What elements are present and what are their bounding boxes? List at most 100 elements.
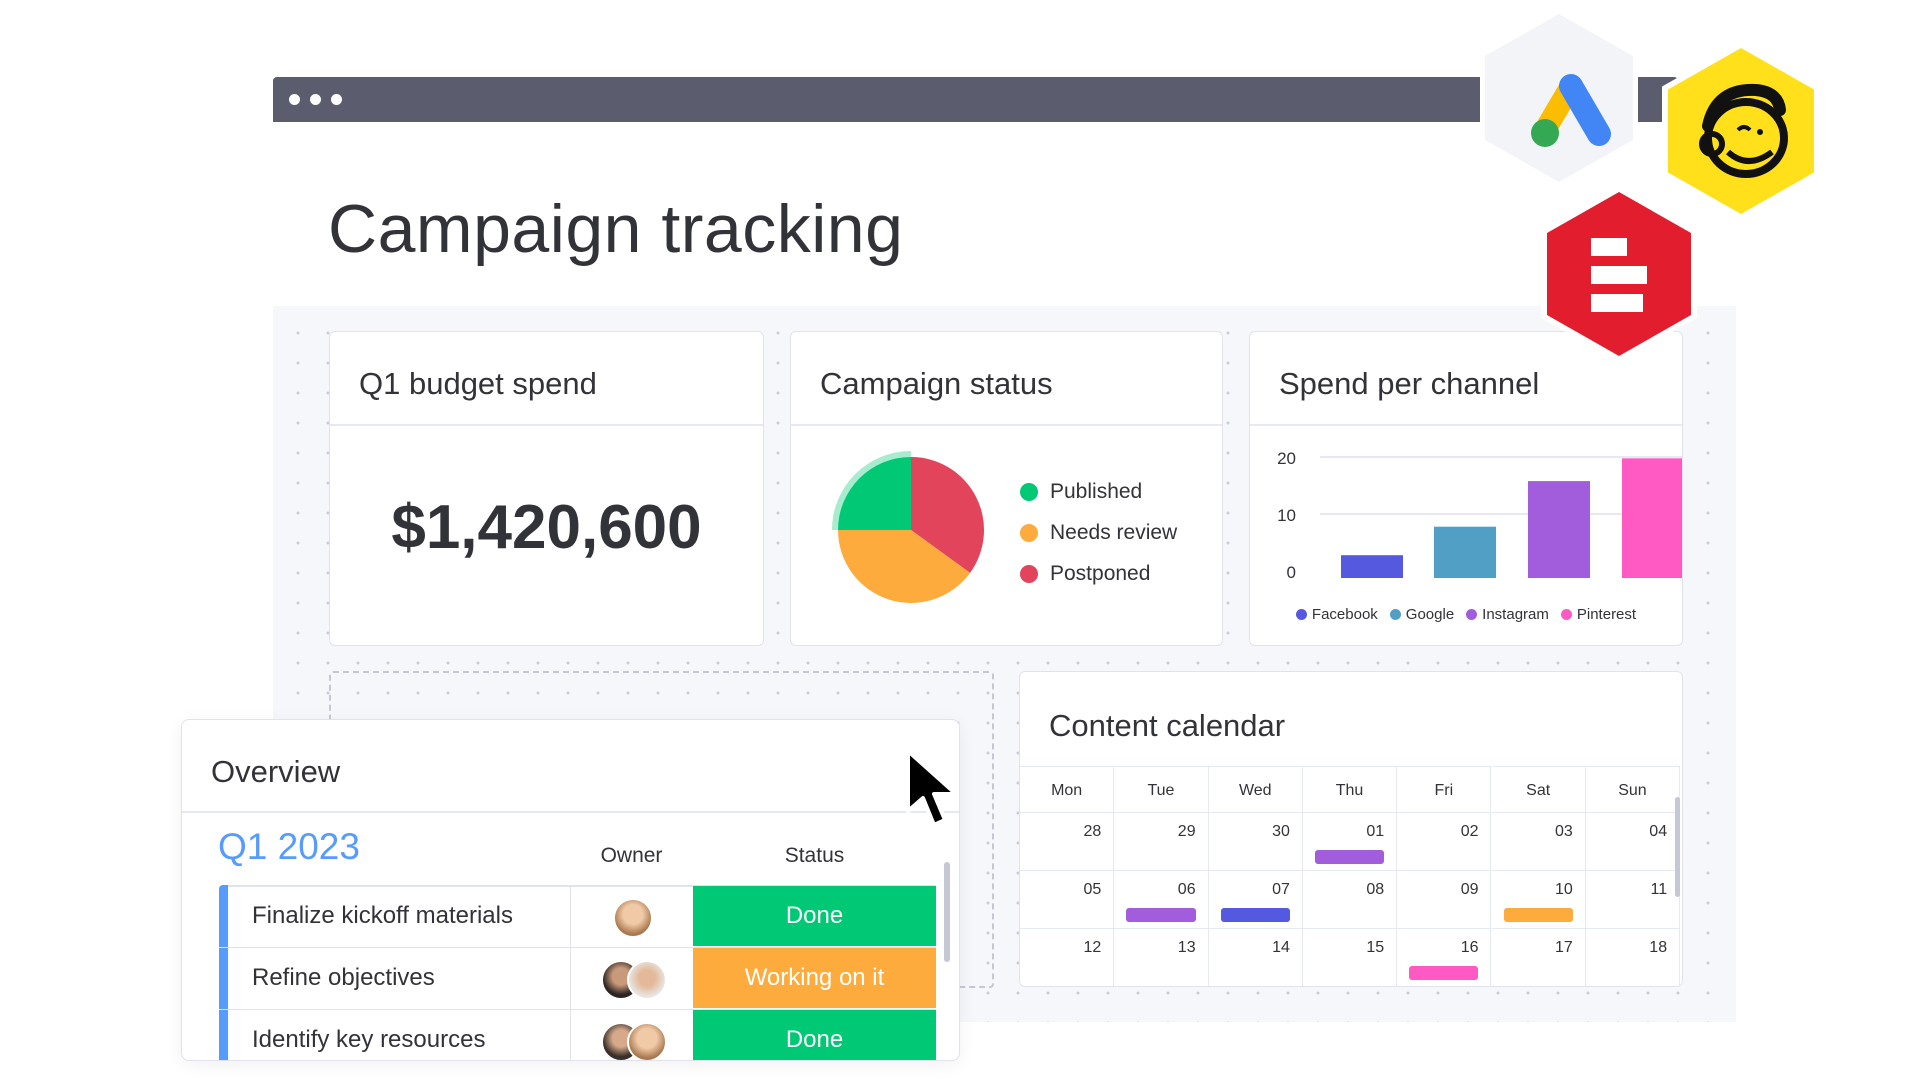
- calendar-day-cell[interactable]: 28: [1020, 813, 1115, 871]
- calendar-day-cell[interactable]: 16: [1397, 929, 1492, 986]
- calendar-date: 08: [1366, 881, 1385, 898]
- calendar-day-header: Mon: [1020, 766, 1115, 813]
- calendar-day-cell[interactable]: 13: [1114, 929, 1209, 986]
- calendar-day-cell[interactable]: 05: [1020, 871, 1115, 929]
- calendar-event[interactable]: [1503, 908, 1573, 922]
- legend-label: Facebook: [1311, 606, 1378, 623]
- pie-chart: [832, 451, 984, 603]
- calendar-day-cell[interactable]: 29: [1114, 813, 1209, 871]
- calendar-day-cell[interactable]: 18: [1586, 929, 1681, 986]
- table-row[interactable]: Identify key resources Done: [219, 1010, 936, 1060]
- status-badge[interactable]: Done: [693, 886, 936, 946]
- calendar-day-cell[interactable]: 01: [1302, 813, 1398, 871]
- bar-google: [1434, 526, 1496, 578]
- bar-instagram: [1528, 481, 1590, 578]
- legend-label: Published: [1050, 480, 1143, 503]
- table-row[interactable]: Refine objectives Working on it: [219, 948, 936, 1010]
- widget-title: Campaign status: [820, 366, 1053, 401]
- calendar-day-header: Wed: [1208, 766, 1303, 813]
- content-calendar-widget[interactable]: Content calendar Mon Tue Wed Thu Fri Sat Sun 28…: [1019, 671, 1683, 987]
- calendar-date: 04: [1649, 823, 1668, 840]
- overview-board[interactable]: Overview Q1 2023 Owner Status Finalize k…: [181, 719, 960, 1061]
- owner-cell[interactable]: [570, 1010, 694, 1060]
- campaign-status-widget[interactable]: Campaign status Published Needs review P…: [790, 331, 1223, 646]
- pie-slice-postponed: [911, 457, 984, 573]
- calendar-event[interactable]: [1314, 850, 1385, 864]
- widget-title: Content calendar: [1049, 708, 1286, 743]
- column-header-status[interactable]: Status: [784, 844, 845, 867]
- legend-label: Needs review: [1050, 521, 1178, 544]
- calendar-date: 18: [1649, 939, 1668, 956]
- window-dot-icon[interactable]: [310, 94, 321, 105]
- status-badge[interactable]: Working on it: [693, 948, 936, 1008]
- calendar-event[interactable]: [1126, 908, 1196, 922]
- calendar-day-cell[interactable]: 06: [1114, 871, 1209, 929]
- calendar-day-header: Thu: [1302, 766, 1398, 813]
- item-name[interactable]: Identify key resources: [252, 1026, 486, 1053]
- calendar-day-cell[interactable]: 02: [1397, 813, 1492, 871]
- calendar-day-cell[interactable]: 10: [1491, 871, 1586, 929]
- calendar-date: 02: [1460, 823, 1479, 840]
- calendar-day-cell[interactable]: 08: [1302, 871, 1398, 929]
- y-tick-label: 20: [1277, 449, 1296, 468]
- group-title[interactable]: Q1 2023: [218, 826, 360, 867]
- widget-title: Spend per channel: [1279, 366, 1540, 401]
- legend-label: Postponed: [1050, 562, 1151, 585]
- calendar-date: 10: [1555, 881, 1573, 898]
- calendar-day-cell[interactable]: 17: [1492, 929, 1586, 986]
- page-title: Campaign tracking: [328, 191, 904, 267]
- legend-dot-icon: [1466, 609, 1478, 620]
- calendar-day-cell[interactable]: 30: [1208, 813, 1303, 871]
- calendar-date: 07: [1272, 881, 1290, 898]
- window-title-bar: [273, 77, 1678, 122]
- owner-cell[interactable]: [570, 948, 694, 1009]
- calendar-day-cell[interactable]: 04: [1585, 813, 1681, 871]
- legend-dot-icon: [1389, 609, 1401, 620]
- mouse-pointer-icon: [906, 749, 958, 827]
- group-color-bar: [219, 885, 228, 1060]
- table-scrollbar[interactable]: [944, 862, 950, 962]
- calendar-day-cell[interactable]: 07: [1208, 871, 1303, 929]
- calendar-day-header: Sun: [1585, 766, 1681, 813]
- legend-label: Google: [1405, 606, 1455, 623]
- calendar-date: 28: [1083, 823, 1102, 840]
- legend-dot-icon: [1020, 524, 1038, 542]
- calendar-event[interactable]: [1409, 966, 1479, 980]
- legend-needs-review: Needs review: [1020, 521, 1177, 545]
- calendar-scrollbar[interactable]: [1675, 797, 1680, 897]
- window-dot-icon[interactable]: [289, 94, 300, 105]
- calendar-day-cell[interactable]: 11: [1585, 871, 1681, 929]
- divider: [182, 811, 959, 813]
- table-row[interactable]: Finalize kickoff materials Done: [219, 886, 936, 948]
- budget-widget[interactable]: Q1 budget spend $1,420,600: [329, 331, 764, 646]
- widget-header: Campaign status: [791, 332, 1222, 426]
- calendar-day-cell[interactable]: 14: [1209, 929, 1303, 986]
- calendar-day-header: Sat: [1491, 766, 1586, 813]
- status-badge[interactable]: Done: [693, 1010, 936, 1060]
- column-header-owner[interactable]: Owner: [600, 844, 663, 867]
- calendar-day-cell[interactable]: 03: [1491, 813, 1586, 871]
- bar-chart: 0 10 20: [1277, 449, 1682, 582]
- calendar-day-cell[interactable]: 15: [1303, 929, 1398, 986]
- item-name[interactable]: Refine objectives: [252, 964, 435, 991]
- spend-per-channel-widget[interactable]: Spend per channel 0 10 20 Facebook Google …: [1249, 331, 1683, 646]
- calendar-date: 09: [1460, 881, 1479, 898]
- legend-facebook: Facebook: [1295, 606, 1378, 623]
- legend-pinterest: Pinterest: [1560, 606, 1636, 623]
- legend-label: Instagram: [1482, 606, 1549, 623]
- calendar-date: 06: [1177, 881, 1196, 898]
- y-tick-label: 10: [1277, 506, 1296, 525]
- divider: [228, 885, 936, 887]
- owner-cell[interactable]: [570, 886, 694, 947]
- legend-dot-icon: [1020, 565, 1038, 583]
- calendar-date: 15: [1366, 939, 1385, 956]
- item-name[interactable]: Finalize kickoff materials: [252, 902, 513, 929]
- calendar-event[interactable]: [1220, 908, 1290, 922]
- legend-published: Published: [1020, 480, 1142, 504]
- widget-header: Q1 budget spend: [330, 332, 763, 426]
- calendar-day-cell[interactable]: 09: [1397, 871, 1492, 929]
- calendar-date: 29: [1177, 823, 1196, 840]
- avatar: [627, 1022, 667, 1060]
- calendar-day-cell[interactable]: 12: [1020, 929, 1115, 986]
- window-dot-icon[interactable]: [331, 94, 342, 105]
